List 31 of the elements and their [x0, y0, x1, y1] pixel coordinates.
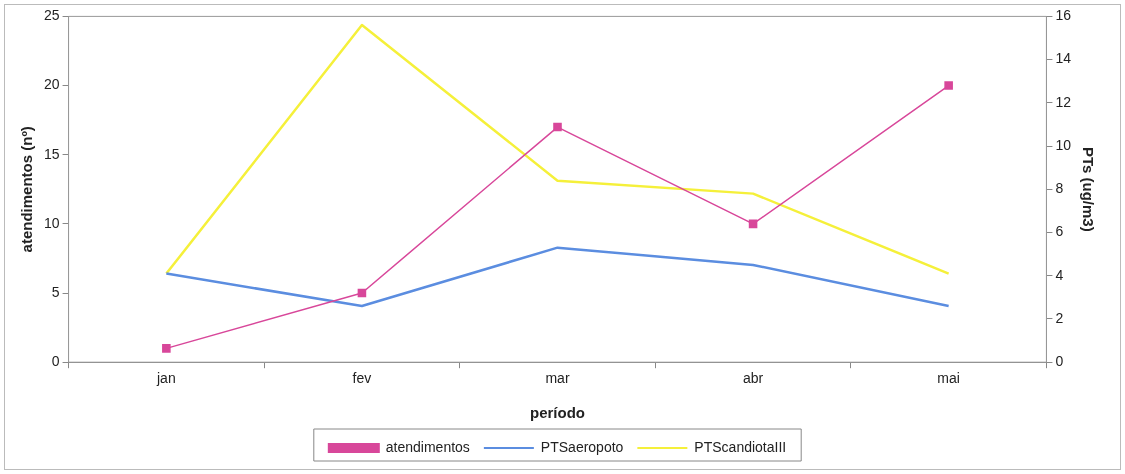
x-tick-label: jan: [156, 370, 176, 387]
y2-tick-label: 10: [1055, 136, 1072, 153]
point: [162, 344, 171, 353]
legend-label: PTSaeropoto: [540, 438, 624, 455]
x-tick-label: mai: [937, 370, 960, 387]
y2-tick-label: 6: [1055, 223, 1064, 240]
y2-tick-label: 2: [1055, 309, 1064, 326]
y-tick-label: 20: [43, 76, 60, 93]
point: [553, 122, 562, 132]
y-tick-label: 5: [51, 283, 60, 300]
point: [357, 288, 367, 298]
y2-tick-label: 14: [1055, 50, 1072, 67]
y2-tick-label: 12: [1055, 93, 1072, 110]
y2-axis-title: PTs (ug/m3): [1079, 146, 1097, 232]
point: [944, 81, 953, 90]
y-tick-label: 10: [43, 214, 60, 231]
x-tick-label: fev: [352, 370, 372, 387]
y-axis-title: atendimentos (nº): [18, 126, 36, 253]
y-tick-label: 25: [43, 7, 60, 24]
y2-tick-label: 16: [1055, 7, 1072, 24]
x-axis-title: período: [530, 404, 585, 422]
legend-label: PTScandiotaIII: [694, 438, 787, 455]
x-tick-label: mar: [545, 370, 570, 387]
y-tick-label: 0: [51, 353, 60, 370]
point: [748, 219, 758, 229]
y2-tick-label: 0: [1055, 353, 1064, 370]
legend-label: atendimentos: [385, 438, 470, 455]
y2-tick-label: 8: [1055, 180, 1064, 197]
x-tick-label: abr: [742, 370, 764, 387]
y2-tick-label: 4: [1055, 266, 1064, 283]
y-tick-label: 15: [43, 145, 60, 162]
